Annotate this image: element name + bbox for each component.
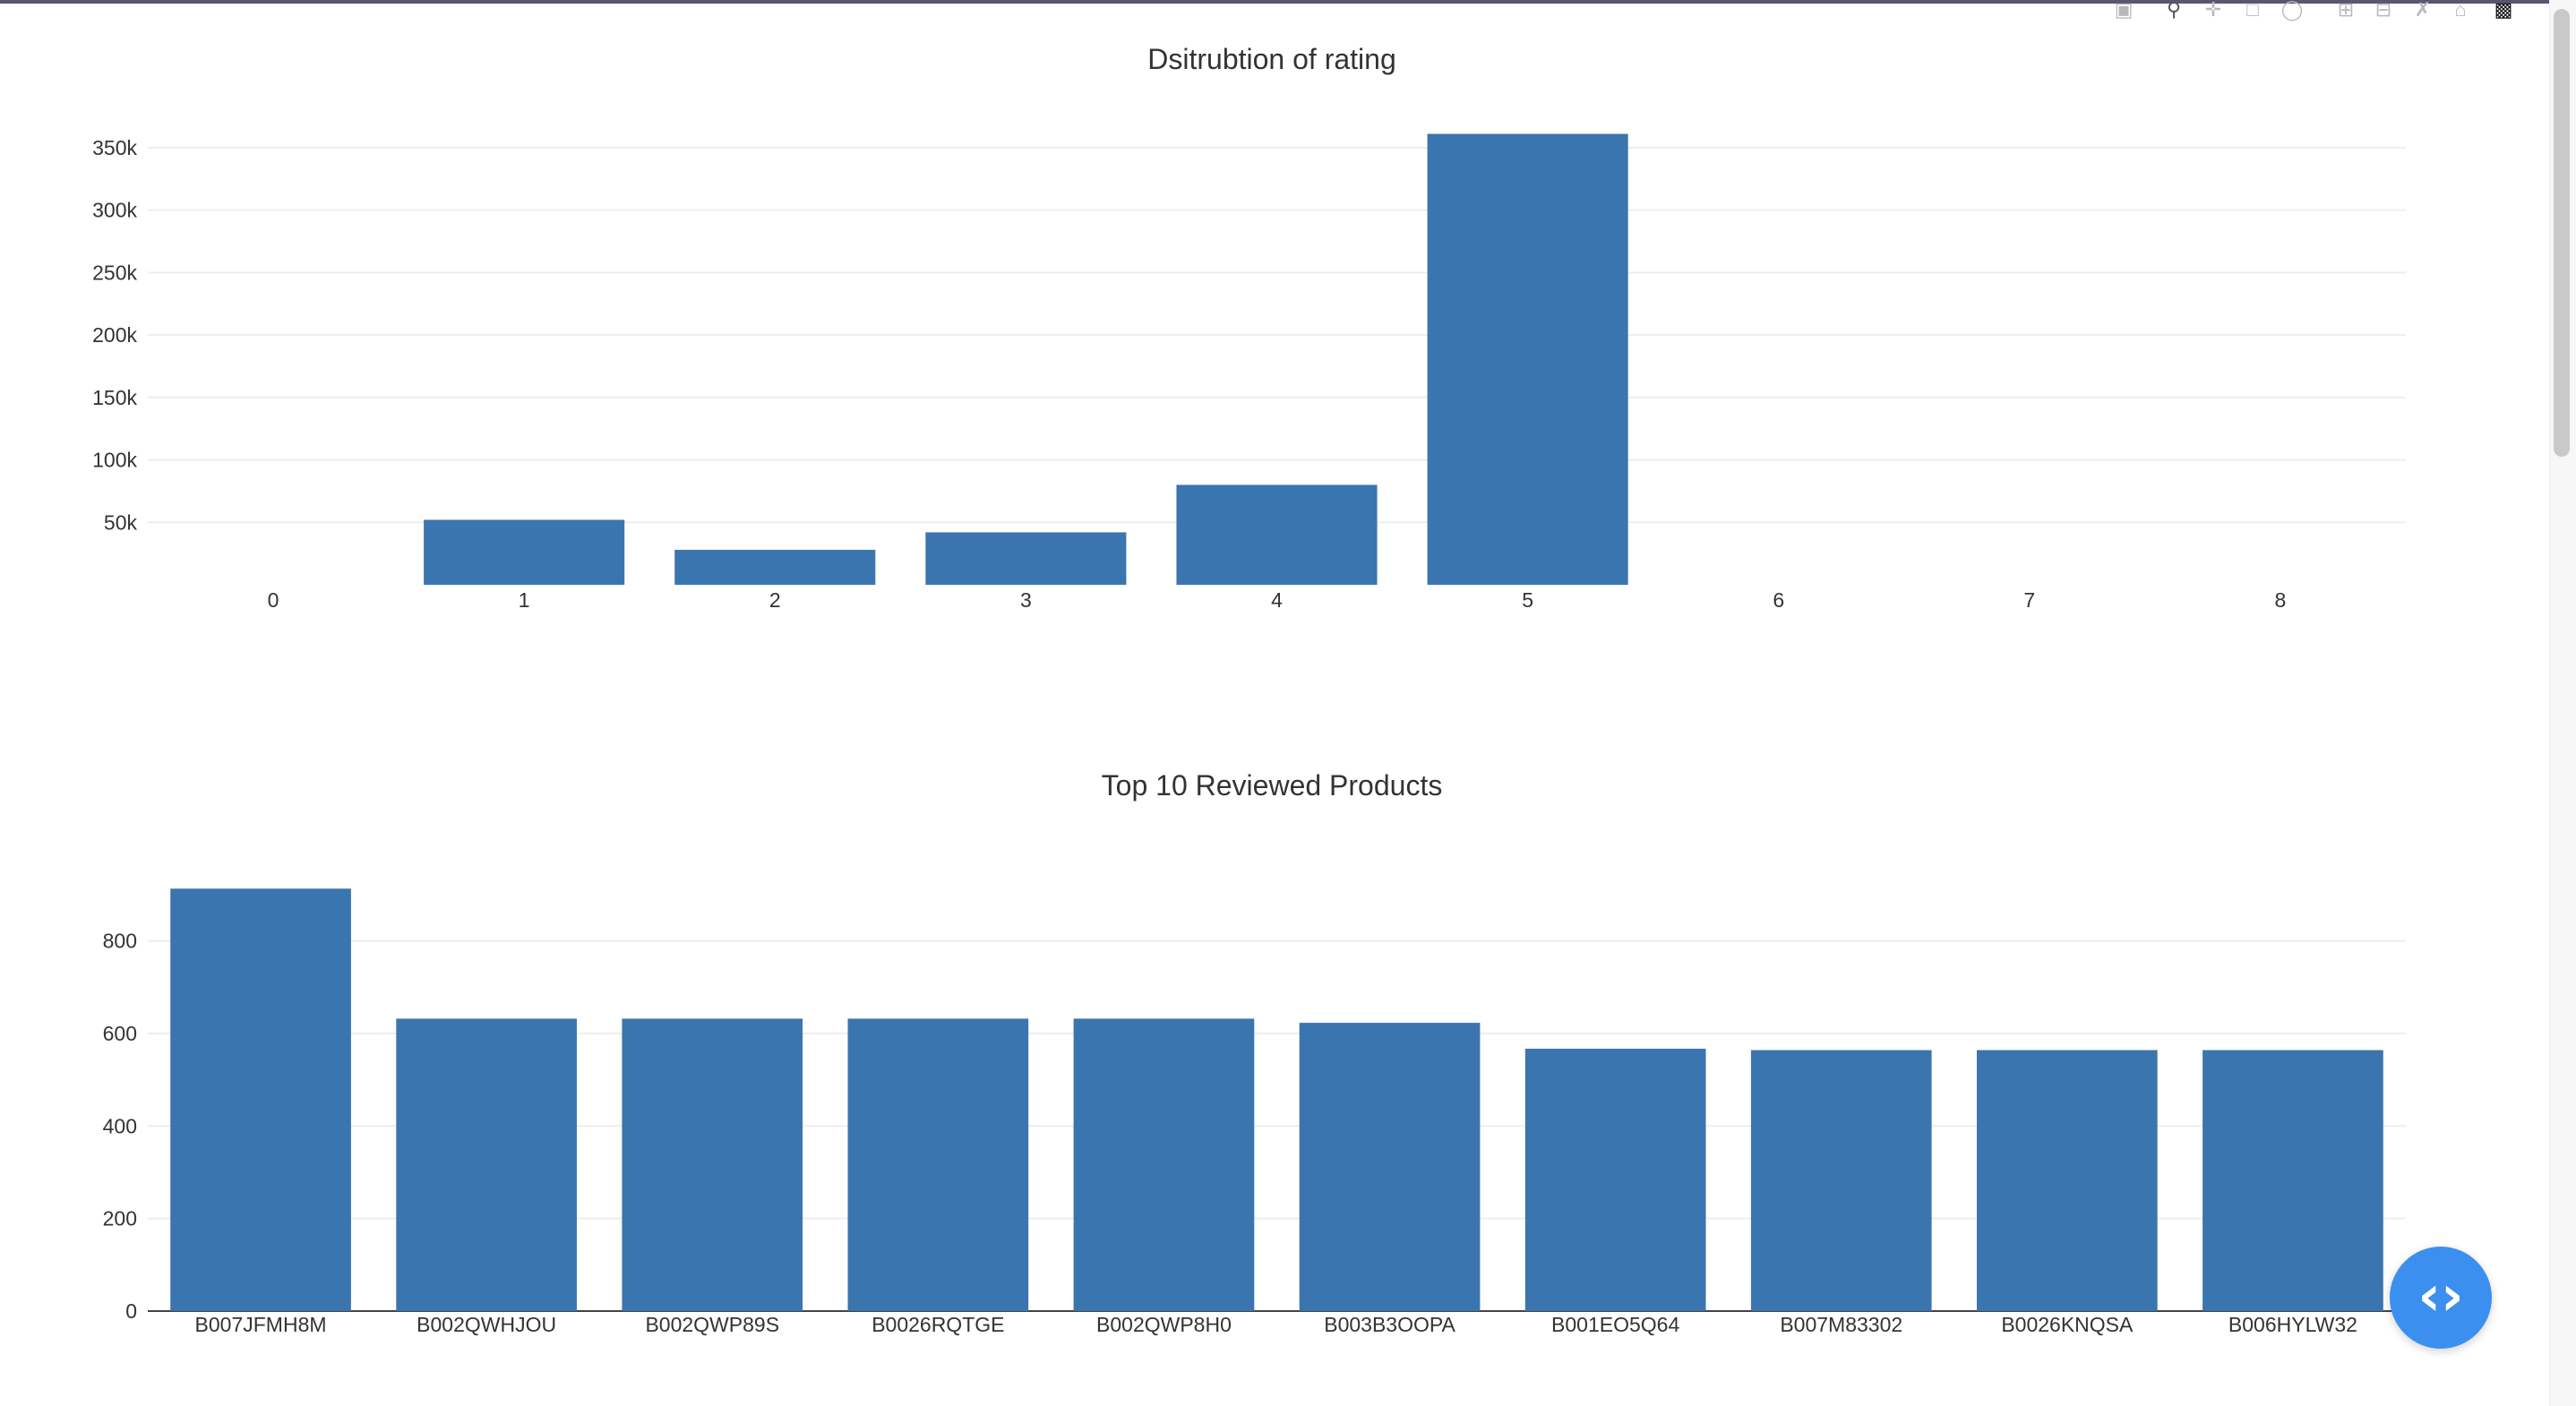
autoscale-icon[interactable]: ✗: [2414, 0, 2432, 21]
x-tick-label: B006HYLW32: [2228, 1313, 2357, 1336]
top-border: [0, 0, 2576, 4]
reset-axes-icon[interactable]: ⌂: [2454, 0, 2467, 21]
code-toggle-button[interactable]: ‹›: [2390, 1247, 2492, 1349]
x-tick-label: 6: [1773, 588, 1784, 612]
pan-icon[interactable]: ✛: [2204, 0, 2222, 21]
x-tick-label: 5: [1522, 588, 1533, 612]
x-tick-label: 8: [2275, 588, 2287, 612]
x-tick-label: 4: [1271, 588, 1283, 612]
y-tick-label: 100k: [92, 449, 137, 472]
x-tick-label: B002QWHJOU: [416, 1313, 556, 1336]
x-tick-label: 2: [769, 588, 781, 612]
zoom-out-icon[interactable]: ⊟: [2374, 0, 2392, 21]
lasso-icon[interactable]: ◯: [2280, 0, 2304, 21]
x-tick-label: 7: [2023, 588, 2035, 612]
x-tick-label: B007M83302: [1780, 1313, 1902, 1336]
y-tick-label: 600: [103, 1022, 137, 1045]
chart-modebar: ▣ ⚲ ✛ □ ◯ ⊞ ⊟ ✗ ⌂ ▩: [2096, 0, 2526, 27]
x-tick-label: B0026RQTGE: [872, 1313, 1004, 1336]
bar[interactable]: [1750, 1050, 1932, 1311]
x-tick-label: 3: [1020, 588, 1032, 612]
x-tick-label: 0: [268, 588, 279, 612]
plotly-logo-icon[interactable]: ▩: [2494, 0, 2513, 21]
x-tick-label: B003B3OOPA: [1324, 1313, 1455, 1336]
chart-title: Top 10 Reviewed Products: [1102, 769, 1443, 802]
x-tick-label: B007JFMH8M: [195, 1313, 327, 1336]
x-tick-label: B0026KNQSA: [2001, 1313, 2134, 1336]
bar[interactable]: [396, 1018, 577, 1311]
x-tick-label: 1: [519, 588, 530, 612]
x-tick-label: B001EO5Q64: [1551, 1313, 1679, 1336]
code-brackets-icon: ‹›: [2417, 1263, 2464, 1328]
camera-icon[interactable]: ▣: [2114, 0, 2134, 21]
y-tick-label: 0: [125, 1299, 137, 1323]
bar[interactable]: [1427, 133, 1628, 586]
bar[interactable]: [1524, 1049, 1706, 1311]
y-tick-label: 200k: [92, 323, 137, 347]
y-tick-label: 800: [103, 930, 137, 953]
bar[interactable]: [2202, 1050, 2383, 1311]
y-tick-label: 200: [103, 1207, 137, 1230]
bar[interactable]: [1299, 1023, 1481, 1311]
bar[interactable]: [847, 1018, 1029, 1311]
y-tick-label: 250k: [92, 261, 137, 284]
bar[interactable]: [925, 532, 1127, 585]
bar[interactable]: [1176, 484, 1378, 585]
zoom-in-icon[interactable]: ⊞: [2337, 0, 2355, 21]
bar[interactable]: [622, 1018, 803, 1311]
y-tick-label: 150k: [92, 386, 137, 409]
rating-distribution-chart: Dsitrubtion of rating 0 1 2 3 4 5 6 7 8 50k 100k 1…: [92, 43, 2406, 612]
y-tick-label: 50k: [104, 510, 138, 534]
chart-title: Dsitrubtion of rating: [1147, 43, 1395, 75]
scrollbar-thumb[interactable]: [2554, 9, 2570, 457]
bar[interactable]: [424, 519, 625, 585]
bar[interactable]: [1977, 1050, 2158, 1311]
x-tick-label: B002QWP89S: [645, 1313, 779, 1336]
bar[interactable]: [170, 888, 351, 1311]
zoom-icon[interactable]: ⚲: [2166, 0, 2182, 21]
y-tick-label: 350k: [92, 136, 137, 159]
bar[interactable]: [1073, 1018, 1255, 1311]
box-select-icon[interactable]: □: [2246, 0, 2259, 21]
y-tick-label: 300k: [92, 199, 137, 222]
x-tick-label: B002QWP8H0: [1096, 1313, 1232, 1336]
bar[interactable]: [674, 549, 876, 585]
y-tick-label: 400: [103, 1114, 137, 1137]
top-products-chart: Top 10 Reviewed Products B007JFMH8M B002Q…: [103, 769, 2406, 1336]
